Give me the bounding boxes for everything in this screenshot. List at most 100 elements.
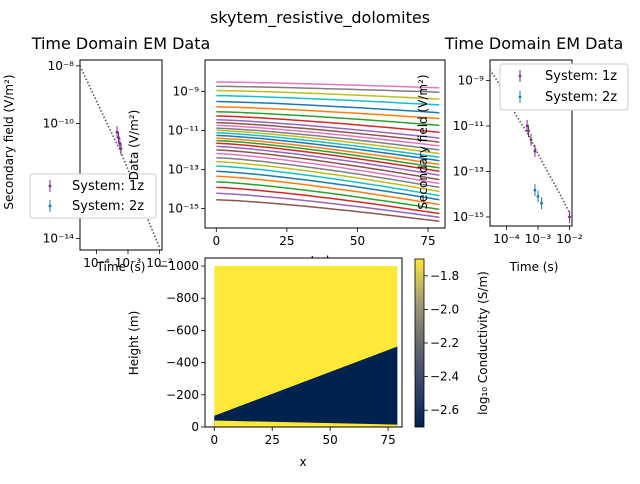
middle-series-line-6 (216, 110, 440, 127)
colorbar (414, 258, 425, 428)
colorbar-tick-label-0: −1.8 (430, 269, 459, 283)
left-legend: System: 1z System: 2z (29, 173, 157, 219)
middle-series-line-19 (216, 149, 440, 181)
left-ylabel: Secondary field (V/m²) (2, 74, 16, 209)
middle-series-line-22 (216, 160, 440, 193)
left-xtick-label-1: 10⁻³ (115, 256, 142, 270)
right-legend-marker-2z (518, 95, 522, 99)
colorbar-tick-label-1: −2.0 (430, 302, 459, 316)
right-xtick-label-2: 10⁻² (556, 232, 583, 246)
middle-xtick-label-0: 0 (212, 234, 220, 248)
middle-series-line-14 (216, 134, 440, 162)
middle-series-line-11 (216, 127, 440, 151)
colorbar-tick-label-2: −2.2 (430, 336, 459, 350)
bottom-xtick-label-3: 75 (380, 433, 395, 447)
right-point-1-0 (533, 188, 537, 192)
middle-xtick-label-2: 50 (350, 234, 365, 248)
bottom-xtick-label-1: 25 (265, 433, 280, 447)
right-legend-label-1z: System: 1z (545, 69, 617, 84)
bottom-xlabel: x (299, 455, 306, 469)
bottom-ytick-label-4: −200 (166, 388, 199, 402)
middle-series-line-18 (216, 145, 440, 177)
bottom-ylabel: Height (m) (127, 311, 141, 376)
left-legend-label-1z: System: 1z (72, 179, 144, 194)
middle-ytick-label-0: 10⁻⁹ (173, 84, 200, 98)
middle-series-line-7 (216, 115, 440, 133)
right-ytick-label-2: 10⁻¹³ (453, 164, 484, 178)
bottom-ytick-label-0: −1000 (158, 259, 199, 273)
bottom-xtick-label-2: 50 (323, 433, 338, 447)
right-ytick-label-1: 10⁻¹¹ (453, 119, 484, 133)
middle-series-line-9 (216, 121, 440, 143)
middle-series-line-23 (216, 165, 440, 197)
middle-xtick-label-1: 25 (279, 234, 294, 248)
middle-series-line-25 (216, 175, 440, 206)
bottom-marks: 0 25 50 75 −1000 −800 −600 −400 −200 0 (158, 259, 398, 447)
left-legend-marker-2z (48, 204, 52, 208)
middle-series-line-8 (216, 118, 440, 139)
left-legend-box (29, 173, 157, 219)
right-point-0-0 (525, 124, 529, 128)
middle-ylabel: Data (V/m²) (127, 110, 141, 181)
colorbar-ticks: −1.8 −2.0 −2.2 −2.4 −2.6 (424, 269, 459, 417)
middle-series-line-0 (216, 81, 440, 89)
middle-series-line-28 (216, 192, 440, 219)
middle-series-line-29 (216, 198, 440, 223)
left-xtick-label-0: 10⁻⁴ (83, 256, 110, 270)
right-point-1-1 (536, 195, 540, 198)
middle-series-line-24 (216, 170, 440, 201)
colorbar-tick-label-4: −2.6 (430, 403, 459, 417)
bottom-axes-frame (204, 257, 403, 428)
right-xtick-label-1: 10⁻³ (525, 232, 552, 246)
right-model-curve (489, 69, 571, 214)
middle-ytick-label-3: 10⁻¹⁵ (168, 201, 199, 215)
right-xtick-label-0: 10⁻⁴ (493, 232, 520, 246)
left-xlabel: Time (s) (96, 260, 146, 274)
middle-series-line-15 (216, 137, 440, 166)
middle-series-line-3 (216, 94, 440, 106)
right-title: Time Domain EM Data (444, 34, 624, 53)
middle-series-line-10 (216, 124, 440, 147)
right-ytick-label-3: 10⁻¹⁵ (453, 210, 484, 224)
left-ytick-label-0: 10⁻⁸ (48, 59, 75, 73)
right-legend-label-2z: System: 2z (545, 90, 617, 105)
left-xtick-label-2: 10⁻² (146, 256, 173, 270)
right-point-0-4 (568, 215, 571, 219)
middle-series-line-12 (216, 129, 440, 155)
right-point-0-1 (527, 129, 530, 133)
left-title: Time Domain EM Data (31, 34, 211, 53)
middle-series-line-20 (216, 152, 440, 185)
colorbar-label: log₁₀ Conductivity (S/m) (476, 271, 490, 415)
middle-marks: 0 25 50 75 10⁻⁹ 10⁻¹¹ 10⁻¹³ 10⁻¹⁵ (168, 81, 440, 248)
right-point-1-2 (540, 201, 543, 205)
bottom-xtick-label-0: 0 (210, 433, 218, 447)
left-ytick-label-3: 10⁻¹⁴ (43, 232, 74, 246)
right-ylabel: Secondary field (V/m²) (416, 74, 430, 209)
middle-series-line-4 (216, 100, 440, 114)
left-point-0-3 (119, 147, 123, 151)
right-panel: 10⁻⁴ 10⁻³ 10⁻² 10⁻⁹ 10⁻¹¹ 10⁻¹³ 10⁻¹⁵ Time Dom… (416, 34, 629, 274)
right-point-0-3 (533, 149, 537, 153)
right-ytick-label-0: 10⁻⁹ (458, 74, 485, 88)
bottom-ytick-label-3: −400 (166, 356, 199, 370)
bottom-ytick-label-5: 0 (191, 420, 199, 434)
figure-suptitle: skytem_resistive_dolomites (210, 8, 430, 28)
right-legend-box (499, 63, 629, 111)
middle-series-line-2 (216, 89, 440, 100)
middle-series-line-17 (216, 142, 440, 173)
middle-series-line-1 (216, 85, 440, 93)
colorbar-tick-label-3: −2.4 (430, 370, 459, 384)
left-legend-marker-1z (48, 184, 52, 188)
left-point-0-0 (115, 130, 119, 134)
middle-series-line-16 (216, 139, 440, 169)
surface-layer (214, 420, 398, 427)
right-marks: 10⁻⁴ 10⁻³ 10⁻² 10⁻⁹ 10⁻¹¹ 10⁻¹³ 10⁻¹⁵ (453, 69, 583, 246)
middle-series-line-13 (216, 132, 440, 158)
middle-series-line-5 (216, 106, 440, 120)
middle-series-line-27 (216, 186, 440, 215)
left-ytick-label-1: 10⁻¹⁰ (43, 116, 74, 130)
